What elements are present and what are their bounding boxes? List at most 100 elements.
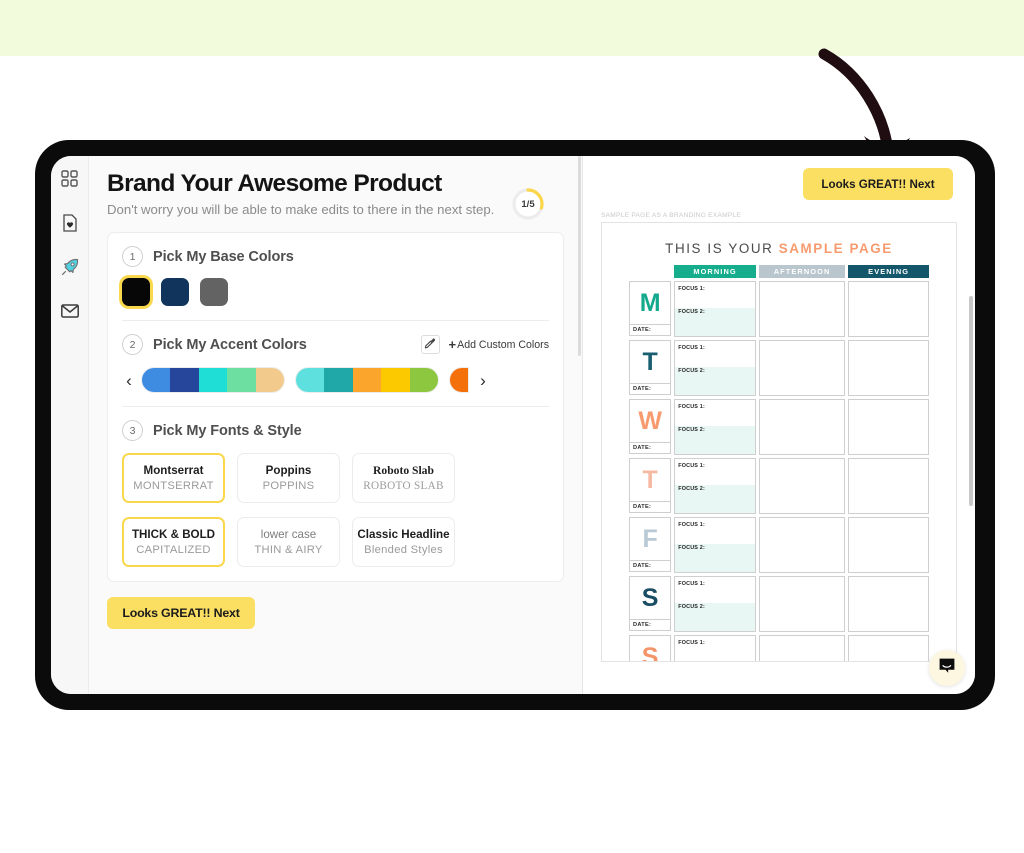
add-custom-colors-label: Add Custom Colors xyxy=(457,338,549,351)
planner-day-cell: W DATE: xyxy=(629,399,672,455)
planner-slot-morning[interactable]: FOCUS 1: FOCUS 2: xyxy=(674,281,756,337)
planner-slot-evening[interactable] xyxy=(848,281,929,337)
planner-slot-evening[interactable] xyxy=(848,399,929,455)
steps-panel: 1 Pick My Base Colors 2 Pic xyxy=(107,232,564,583)
table-row: S DATE: FOCUS 1: xyxy=(629,635,929,661)
planner-header-label: AFTERNOON xyxy=(758,265,846,278)
page-subtitle: Don't worry you will be able to make edi… xyxy=(107,202,495,218)
focus1-label: FOCUS 1: xyxy=(678,463,705,469)
focus2-label: FOCUS 2: xyxy=(678,545,705,551)
day-letter-box: S xyxy=(629,635,672,661)
planner-slot-afternoon[interactable] xyxy=(758,340,846,396)
slot-box: FOCUS 1: FOCUS 2: xyxy=(674,340,756,396)
planner-slot-morning[interactable]: FOCUS 1: FOCUS 2: xyxy=(674,340,756,396)
editor-scrollbar[interactable] xyxy=(578,156,581,356)
palette-option-2[interactable] xyxy=(296,368,438,393)
date-label: DATE: xyxy=(633,504,652,510)
base-color-swatch-black[interactable] xyxy=(122,278,150,307)
sidebar-item-products[interactable] xyxy=(59,213,81,236)
style-card-thick-bold[interactable]: THICK & BOLD CAPITALIZED xyxy=(122,517,225,568)
focus2-band xyxy=(675,544,755,572)
progress-ring: 1/5 xyxy=(510,186,546,222)
planner-day-cell: M DATE: xyxy=(629,281,672,337)
table-row: F DATE: FOCUS 1: xyxy=(629,517,929,573)
sidebar-item-launch[interactable] xyxy=(59,258,81,280)
focus1-label: FOCUS 1: xyxy=(678,581,705,587)
chat-launcher-button[interactable] xyxy=(929,650,965,686)
palette-segment xyxy=(296,368,325,393)
day-letter-box: F xyxy=(629,517,672,561)
palette-option-3[interactable] xyxy=(450,368,468,393)
focus1-label: FOCUS 1: xyxy=(678,345,705,351)
base-color-swatch-gray[interactable] xyxy=(200,278,228,307)
section-header: 1 Pick My Base Colors xyxy=(122,246,549,268)
font-card-sample: MONTSERRAT xyxy=(133,480,214,493)
base-color-swatch-navy[interactable] xyxy=(161,278,189,307)
slot-box xyxy=(848,340,929,396)
next-button-bottom[interactable]: Looks GREAT!! Next xyxy=(107,597,255,630)
planner-slot-afternoon[interactable] xyxy=(758,576,846,632)
planner-table: MORNING AFTERNOON EVENING xyxy=(626,262,932,661)
date-box: DATE: xyxy=(629,325,672,336)
planner-slot-afternoon[interactable] xyxy=(758,281,846,337)
focus1-label: FOCUS 1: xyxy=(678,286,705,292)
planner-slot-evening[interactable] xyxy=(848,576,929,632)
planner-slot-morning[interactable]: FOCUS 1: FOCUS 2: xyxy=(674,635,756,661)
font-card-roboto-slab[interactable]: Roboto Slab ROBOTO SLAB xyxy=(352,453,455,504)
sample-page-sheet: THIS IS YOUR SAMPLE PAGE MORNING AFTERNO… xyxy=(601,222,957,662)
date-label: DATE: xyxy=(633,622,652,628)
planner-slot-morning[interactable]: FOCUS 1: FOCUS 2: xyxy=(674,399,756,455)
planner-slot-morning[interactable]: FOCUS 1: FOCUS 2: xyxy=(674,458,756,514)
style-card-lower-case[interactable]: lower case THIN & AIRY xyxy=(237,517,340,568)
eyedropper-button[interactable] xyxy=(420,335,440,355)
preview-scrollbar[interactable] xyxy=(969,296,973,506)
style-card-title: lower case xyxy=(260,528,317,542)
font-card-sample: POPPINS xyxy=(262,480,315,493)
palette-option-1[interactable] xyxy=(142,368,284,393)
font-card-poppins[interactable]: Poppins POPPINS xyxy=(237,453,340,504)
planner-slot-evening[interactable] xyxy=(848,635,929,661)
style-card-classic-headline[interactable]: Classic Headline Blended Styles xyxy=(352,517,455,568)
table-row: M DATE: FOCUS 1: xyxy=(629,281,929,337)
day-letter-box: S xyxy=(629,576,672,620)
planner-slot-evening[interactable] xyxy=(848,340,929,396)
sidebar-item-messages[interactable] xyxy=(59,302,81,324)
focus1-label: FOCUS 1: xyxy=(678,404,705,410)
palette-prev-arrow[interactable]: ‹ xyxy=(126,370,132,390)
date-label: DATE: xyxy=(633,563,652,569)
day-letter: F xyxy=(642,524,658,553)
accent-tools: + Add Custom Colors xyxy=(420,335,549,355)
section-header: 2 Pick My Accent Colors xyxy=(122,334,549,356)
planner-slot-afternoon[interactable] xyxy=(758,517,846,573)
slot-box xyxy=(848,576,929,632)
title-block: Brand Your Awesome Product Don't worry y… xyxy=(107,170,564,220)
sidebar-item-dashboard[interactable] xyxy=(59,170,81,192)
planner-slot-evening[interactable] xyxy=(848,517,929,573)
next-button-top[interactable]: Looks GREAT!! Next xyxy=(803,168,953,200)
date-box: DATE: xyxy=(629,502,672,513)
planner-day-cell: F DATE: xyxy=(629,517,672,573)
editor-panel: Brand Your Awesome Product Don't worry y… xyxy=(89,156,583,694)
style-card-sample: CAPITALIZED xyxy=(136,544,211,557)
slot-box xyxy=(758,281,846,337)
palette-next-arrow[interactable]: › xyxy=(480,370,486,390)
planner-slot-afternoon[interactable] xyxy=(758,635,846,661)
planner-slot-evening[interactable] xyxy=(848,458,929,514)
planner-slot-afternoon[interactable] xyxy=(758,458,846,514)
slot-box xyxy=(758,340,846,396)
day-letter: W xyxy=(638,406,662,435)
palette-segment xyxy=(227,368,256,393)
section-fonts-style: 3 Pick My Fonts & Style Montserrat MONTS… xyxy=(122,407,549,581)
font-card-montserrat[interactable]: Montserrat MONTSERRAT xyxy=(122,453,225,504)
planner-slot-afternoon[interactable] xyxy=(758,399,846,455)
focus1-label: FOCUS 1: xyxy=(678,640,705,646)
planner-slot-morning[interactable]: FOCUS 1: FOCUS 2: xyxy=(674,576,756,632)
day-letter: T xyxy=(642,347,658,376)
date-label: DATE: xyxy=(633,445,652,451)
planner-slot-morning[interactable]: FOCUS 1: FOCUS 2: xyxy=(674,517,756,573)
top-banner xyxy=(0,0,1024,56)
section-number: 3 xyxy=(122,420,143,442)
add-custom-colors-button[interactable]: + Add Custom Colors xyxy=(449,337,549,352)
slot-box: FOCUS 1: FOCUS 2: xyxy=(674,458,756,514)
